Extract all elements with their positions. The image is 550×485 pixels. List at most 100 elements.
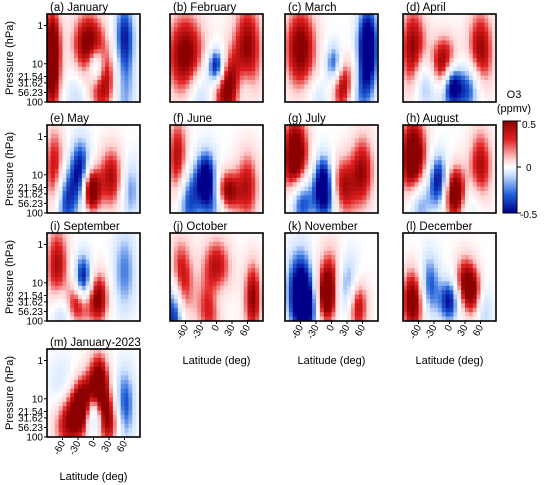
heatmap-cell [476,53,481,59]
heatmap-cell [449,14,454,19]
heatmap-cell [224,208,229,214]
heatmap-cell [54,75,59,81]
heatmap-cell [312,36,317,41]
heatmap-cell [58,129,63,135]
heatmap-cell [181,164,186,170]
heatmap-cell [434,62,439,68]
heatmap-cell [101,36,106,41]
heatmap-cell [453,182,458,187]
heatmap-cell [105,272,110,278]
heatmap-cell [85,307,90,313]
heatmap-cell [468,195,474,201]
heatmap-cell [476,66,481,72]
heatmap-cell [85,71,90,76]
heatmap-cell [422,164,427,170]
heatmap-cell [484,18,489,24]
heatmap-cell [97,259,102,265]
heatmap-cell [347,36,352,41]
heatmap-cell [406,40,412,46]
heatmap-cell [93,191,98,196]
heatmap-cell [78,40,83,46]
heatmap-cell [300,173,305,179]
heatmap-cell [50,40,56,46]
heatmap-cell [128,151,133,157]
heatmap-cell [112,75,118,81]
heatmap-cell [374,49,379,54]
heatmap-cell [308,36,313,41]
heatmap-cell [316,27,321,32]
heatmap-cell [434,155,439,161]
heatmap-cell [323,160,328,165]
heatmap-cell [422,160,427,165]
heatmap-cell [66,204,71,209]
heatmap-cell [414,71,419,76]
heatmap-cell [50,277,56,282]
heatmap-cell [189,49,194,54]
heatmap-cell [201,294,206,300]
heatmap-cell [197,182,202,187]
heatmap-cell [434,14,439,19]
heatmap-cell [74,66,79,72]
heatmap-cell [208,177,213,183]
heatmap-cell [105,147,110,152]
heatmap-cell [406,164,412,170]
heatmap-cell [319,40,325,46]
heatmap-cell [208,49,213,54]
heatmap-cell [410,173,415,179]
heatmap-cell [50,316,56,322]
heatmap-cell [319,14,325,19]
heatmap-cell [197,277,202,282]
heatmap-cell [197,199,202,205]
heatmap-cell [62,250,67,256]
heatmap-cell [323,49,328,54]
heatmap-cell [461,208,466,214]
heatmap-cell [112,84,118,90]
heatmap-cell [47,62,52,68]
heatmap-cell [173,204,179,209]
heatmap-cell [406,53,412,59]
heatmap-cell [300,88,305,94]
heatmap-cell [465,191,470,196]
heatmap-cell [224,71,229,76]
heatmap-cell [434,80,439,85]
heatmap-cell [132,164,137,170]
heatmap-cell [480,147,485,152]
heatmap-cell [189,241,194,247]
heatmap-cell [136,36,141,41]
heatmap-cell [285,36,290,41]
heatmap-cell [472,36,477,41]
heatmap-cell [112,246,118,251]
heatmap-cell [418,199,423,205]
heatmap-cell [81,233,87,238]
heatmap-cell [354,177,359,183]
heatmap-cell [414,75,419,81]
heatmap-cell [259,250,264,256]
heatmap-cell [201,164,206,170]
heatmap-cell [319,125,325,130]
heatmap-cell [81,53,87,59]
heatmap-cell [47,71,52,76]
heatmap-cell [259,294,264,300]
heatmap-cell [228,142,233,148]
heatmap-cell [85,268,90,273]
heatmap-cell [426,36,431,41]
heatmap-cell [300,263,305,269]
heatmap-cell [85,186,90,192]
heatmap-cell [312,177,317,183]
heatmap-cell [232,151,237,157]
heatmap-cell [339,191,344,196]
heatmap-cell [426,138,431,143]
heatmap-cell [124,97,129,103]
heatmap-cell [366,255,371,260]
heatmap-cell [128,281,133,287]
heatmap-cell [343,75,348,81]
heatmap-cell [468,160,474,165]
heatmap-cell [339,31,344,37]
heatmap-cell [74,246,79,251]
heatmap-cell [480,177,485,183]
heatmap-cell [232,36,237,41]
heatmap-cell [105,151,110,157]
heatmap-cell [212,307,217,313]
heatmap-cell [308,22,313,28]
heatmap-cell [445,53,450,59]
